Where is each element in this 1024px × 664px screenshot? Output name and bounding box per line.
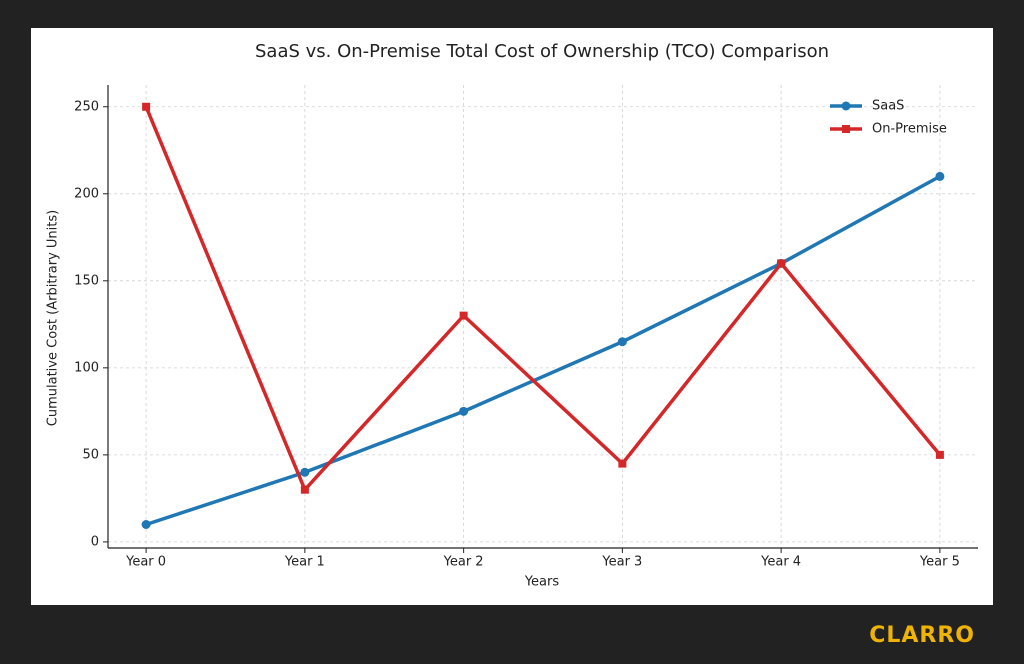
x-tick-label: Year 0: [125, 555, 166, 570]
marker: [141, 520, 151, 530]
marker: [300, 485, 309, 494]
marker: [300, 467, 310, 477]
marker: [935, 171, 945, 181]
y-axis-label: Cumulative Cost (Arbitrary Units): [46, 210, 61, 426]
line: [145, 174, 941, 527]
marker: [935, 450, 944, 459]
y-tick-label: 50: [82, 447, 99, 462]
x-tick-label: Year 3: [601, 555, 642, 570]
y-tick-label: 0: [91, 534, 99, 549]
chart-title: SaaS vs. On-Premise Total Cost of Owners…: [255, 41, 829, 62]
marker: [618, 459, 627, 468]
x-tick-label: Year 2: [443, 555, 484, 570]
x-axis-label: Years: [524, 575, 560, 590]
legend-label: SaaS: [872, 99, 904, 114]
line: [144, 106, 942, 493]
y-tick-label: 200: [74, 186, 99, 201]
panel: [31, 28, 993, 605]
x-tick-label: Year 4: [760, 555, 801, 570]
x-tick-label: Year 5: [919, 555, 960, 570]
marker: [142, 102, 151, 111]
marker: [842, 125, 850, 133]
x-tick-label: Year 1: [284, 555, 325, 570]
marker: [841, 101, 851, 111]
y-tick-label: 100: [74, 360, 99, 375]
marker: [617, 337, 627, 347]
marker: [777, 259, 786, 268]
marker: [459, 406, 469, 416]
marker: [459, 311, 468, 320]
y-tick-label: 150: [74, 273, 99, 288]
legend-label: On-Premise: [872, 122, 947, 137]
y-tick-label: 250: [74, 99, 99, 114]
brand-logo: CLARRO: [869, 623, 975, 648]
